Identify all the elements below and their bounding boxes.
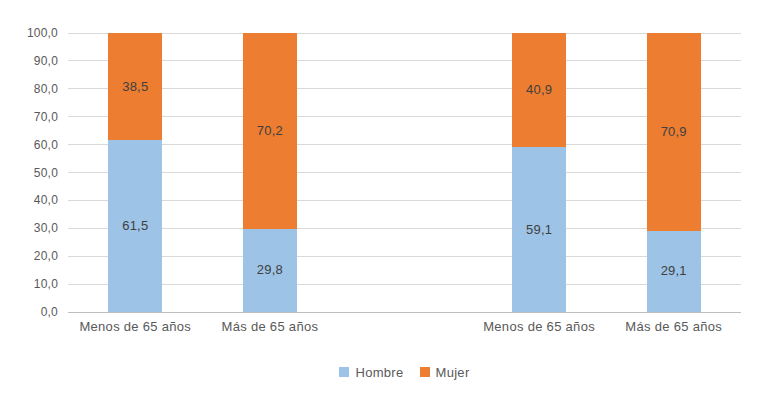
bar-segment-hombre: 61,5 (108, 140, 162, 312)
bar-segment-hombre: 29,1 (647, 231, 701, 312)
y-tick-label: 70,0 (0, 109, 58, 125)
y-tick-label: 40,0 (0, 192, 58, 208)
y-tick-label: 20,0 (0, 248, 58, 264)
x-category-label: Más de 65 años (203, 318, 338, 336)
gridline (68, 228, 741, 229)
y-tick-label: 60,0 (0, 137, 58, 153)
y-tick-label: 30,0 (0, 220, 58, 236)
y-tick-label: 0,0 (0, 304, 58, 320)
y-tick-label: 80,0 (0, 81, 58, 97)
segment-value-label: 29,8 (243, 262, 297, 278)
bar-segment-mujer: 38,5 (108, 33, 162, 140)
y-tick-label: 90,0 (0, 53, 58, 69)
x-category-label: Más de 65 años (606, 318, 741, 336)
x-category-label: Menos de 65 años (68, 318, 203, 336)
bar-segment-mujer: 70,9 (647, 33, 701, 231)
plot-area: 61,5 38,5 29,8 70,2 59,1 40,9 29,1 70,9 (68, 33, 741, 312)
gridline (68, 200, 741, 201)
gridline (68, 116, 741, 117)
y-tick-label: 100,0 (0, 25, 58, 41)
y-tick-label: 10,0 (0, 276, 58, 292)
bar-segment-mujer: 70,2 (243, 33, 297, 229)
legend-label: Mujer (436, 365, 470, 380)
y-tick-label: 50,0 (0, 165, 58, 181)
bar-segment-hombre: 59,1 (512, 147, 566, 312)
gridline (68, 144, 741, 145)
bar-segment-hombre: 29,8 (243, 229, 297, 312)
segment-value-label: 70,2 (243, 123, 297, 139)
segment-value-label: 59,1 (512, 222, 566, 238)
gridline (68, 60, 741, 61)
gridline (68, 33, 741, 34)
gridline (68, 284, 741, 285)
bar-segment-mujer: 40,9 (512, 33, 566, 147)
legend-label: Hombre (355, 365, 403, 380)
segment-value-label: 70,9 (647, 124, 701, 140)
segment-value-label: 29,1 (647, 263, 701, 279)
legend-swatch-mujer (420, 367, 430, 377)
legend-swatch-hombre (339, 367, 349, 377)
segment-value-label: 61,5 (108, 218, 162, 234)
segment-value-label: 38,5 (108, 79, 162, 95)
segment-value-label: 40,9 (512, 82, 566, 98)
gridline (68, 88, 741, 89)
gridline (68, 172, 741, 173)
stacked-bar-chart: 100,0 90,0 80,0 70,0 60,0 50,0 40,0 30,0 20,0 10,… (0, 0, 768, 409)
x-category-label: Menos de 65 años (472, 318, 607, 336)
legend-item-hombre: Hombre (339, 365, 403, 380)
legend: Hombre Mujer (68, 363, 741, 381)
gridline (68, 256, 741, 257)
legend-item-mujer: Mujer (420, 365, 470, 380)
x-axis-line (68, 312, 741, 313)
